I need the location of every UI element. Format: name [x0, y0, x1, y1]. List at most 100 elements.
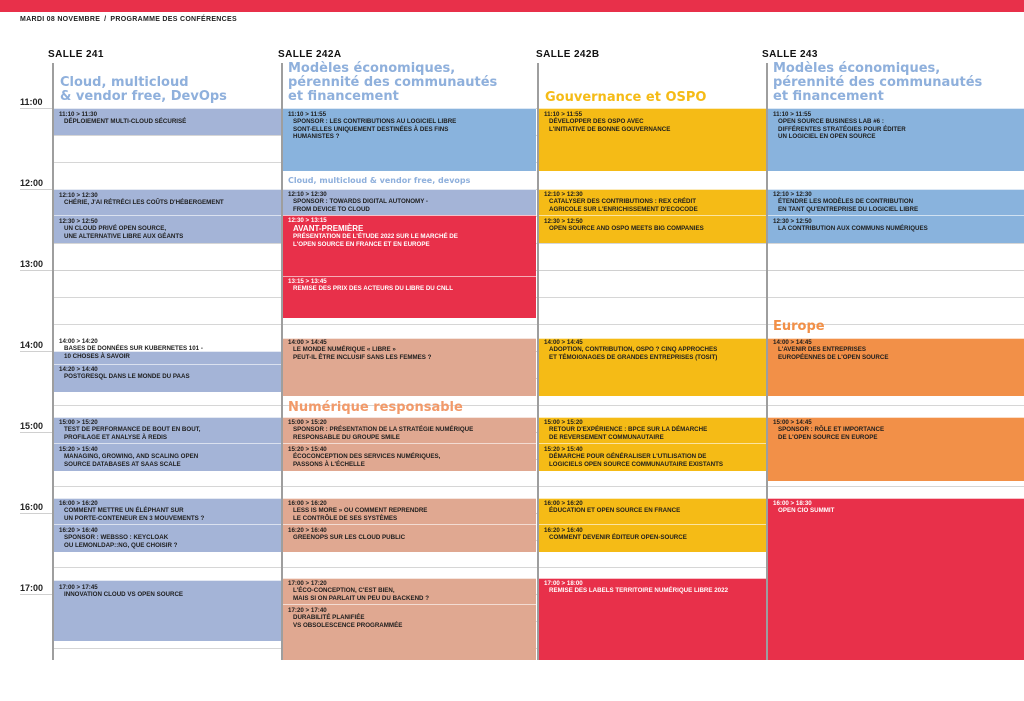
session-block-242b-7[interactable] — [539, 498, 767, 552]
session-242b-8: 16:20 > 16:40 Comment devenir éditeur ope… — [544, 527, 764, 542]
session-block-241-6[interactable] — [54, 417, 282, 471]
session-block-241-8[interactable] — [54, 498, 282, 552]
session-243-2: 12:10 > 12:30 Étendre les modèles de cont… — [773, 191, 1021, 213]
session-block-242a-10[interactable] — [283, 578, 536, 660]
session-block-242b-2[interactable] — [539, 189, 767, 243]
session-242a-2: 12:10 > 12:30 Sponsor : Towards Digital A… — [288, 191, 533, 213]
session-divider — [283, 276, 536, 277]
session-block-241-10[interactable] — [54, 580, 282, 641]
room-header-242a: SALLE 242A — [278, 49, 342, 60]
session-title: Écoconception des services numériques, p… — [293, 453, 441, 468]
session-241-1: 11:10 > 11:30 Déploiement multi-cloud séc… — [59, 111, 279, 126]
session-time: 12:30 > 12:50 — [544, 218, 583, 225]
session-block-242b-5[interactable] — [539, 417, 767, 471]
session-time: 16:00 > 16:20 — [544, 500, 583, 507]
session-242a-11: 17:20 > 17:40 Durabilité planifiée vs obs… — [288, 607, 533, 629]
top-accent-bar — [0, 0, 1024, 12]
session-divider — [283, 524, 536, 525]
session-block-242a-8[interactable] — [283, 498, 536, 552]
session-title: Adoption, contribution, OSPO ? Cinq appr… — [549, 346, 718, 361]
session-title: Éducation et open source en France — [549, 507, 681, 515]
column-divider-243 — [766, 63, 768, 660]
session-block-243-4[interactable] — [768, 338, 1024, 396]
session-title: Démarche pour généraliser l'utilisation … — [549, 453, 724, 468]
session-block-243-5[interactable] — [768, 417, 1024, 481]
session-title: Un cloud privé open source, une alternat… — [64, 225, 184, 240]
session-block-242b-4[interactable] — [539, 338, 767, 396]
session-block-243-6[interactable] — [768, 498, 1024, 660]
session-title: Remise des labels territoire numérique l… — [549, 587, 729, 595]
session-243-4: 14:00 > 14:45 L'avenir des entreprises eu… — [773, 339, 1021, 361]
session-divider — [768, 215, 1024, 216]
session-divider — [54, 524, 282, 525]
session-block-241-4[interactable] — [54, 351, 282, 392]
session-title: Sponsor : Towards Digital Autonomy - Fro… — [293, 198, 428, 213]
session-242b-2: 12:10 > 12:30 Catalyser des contributions… — [544, 191, 764, 213]
track-title-eco-243: Modèles économiques, pérennité des commu… — [773, 61, 983, 104]
session-242b-9: 17:00 > 18:00 Remise des labels territoir… — [544, 580, 764, 595]
session-time: 16:00 > 16:20 — [59, 500, 98, 507]
session-time: 11:10 > 11:30 — [59, 111, 98, 118]
session-block-241-2[interactable] — [54, 189, 282, 243]
session-block-242b-9[interactable] — [539, 578, 767, 660]
session-242a-4: 13:15 > 13:45 Remise des prix des acteurs… — [288, 278, 533, 293]
session-title: PostgreSQL dans le monde du PaaS — [64, 373, 190, 381]
session-time: 12:10 > 12:30 — [544, 191, 583, 198]
track-title-eco-242a: Modèles économiques, pérennité des commu… — [288, 61, 498, 104]
session-241-6: 15:00 > 15:20 Test de performance de bout… — [59, 419, 279, 441]
room-header-241: SALLE 241 — [48, 49, 104, 60]
grid-line — [54, 297, 1024, 298]
session-time: 17:00 > 18:00 — [544, 580, 583, 587]
session-block-243-2[interactable] — [768, 189, 1024, 243]
session-241-7: 15:20 > 15:40 Managing, growing, and scal… — [59, 446, 279, 468]
session-title: GreenOps sur les cloud public — [293, 534, 406, 542]
grid-line — [54, 486, 1024, 487]
session-block-242a-6[interactable] — [283, 417, 536, 471]
session-title: Sponsor : présentation de la stratégie n… — [293, 426, 474, 441]
session-block-242a-1[interactable] — [283, 108, 536, 171]
column-divider-242a — [281, 63, 283, 660]
session-title: Sponsor : les contributions au logiciel … — [293, 118, 457, 141]
session-242b-4: 14:00 > 14:45 Adoption, contribution, OSP… — [544, 339, 764, 361]
session-title: Open CIO Summit — [778, 507, 835, 515]
session-243-6: 16:00 > 18:30 Open CIO Summit — [773, 500, 1021, 515]
session-242a-7: 15:20 > 15:40 Écoconception des services … — [288, 446, 533, 468]
session-time: 17:00 > 17:20 — [288, 580, 327, 587]
session-block-242a-2[interactable] — [283, 189, 536, 215]
track-title-gouvernance-242b: Gouvernance et OSPO — [545, 90, 707, 105]
session-block-241-1[interactable] — [54, 108, 282, 135]
session-block-242a-3[interactable] — [283, 215, 536, 318]
session-time: 15:00 > 15:20 — [544, 419, 583, 426]
session-242a-10: 17:00 > 17:20 L'éco-conception, c'est bie… — [288, 580, 533, 602]
session-divider — [539, 443, 767, 444]
grid-line — [54, 567, 1024, 568]
session-time: 13:15 > 13:45 — [288, 278, 327, 285]
session-block-243-1[interactable] — [768, 108, 1024, 171]
session-title: Managing, growing, and scaling open sour… — [64, 453, 199, 468]
hour-label-15: 15:00 — [20, 421, 44, 431]
session-title: Test de performance de bout en bout, pro… — [64, 426, 201, 441]
session-divider — [283, 604, 536, 605]
session-242a-9: 16:20 > 16:40 GreenOps sur les cloud publ… — [288, 527, 533, 542]
session-time: 12:30 > 13:15 — [288, 217, 327, 224]
session-241-3: 12:30 > 12:50 Un cloud privé open source,… — [59, 218, 279, 240]
session-time: 11:10 > 11:55 — [773, 111, 812, 118]
session-block-242a-5[interactable] — [283, 338, 536, 396]
session-time: 12:10 > 12:30 — [59, 192, 98, 199]
session-243-5: 15:00 > 14:45 Sponsor : rôle et importanc… — [773, 419, 1021, 441]
session-title: Développer des OSPO avec l'initiative de… — [549, 118, 671, 133]
session-title: Comment devenir éditeur open-source — [549, 534, 687, 542]
session-243-3: 12:30 > 12:50 La contribution aux communs… — [773, 218, 1021, 233]
session-241-2: 12:10 > 12:30 Chérie, j'ai rétréci les co… — [59, 192, 279, 207]
session-title: Remise des prix des acteurs du libre du … — [293, 285, 453, 293]
session-time: 15:20 > 15:40 — [544, 446, 583, 453]
track-title-cloud-241: Cloud, multicloud & vendor free, DevOps — [60, 75, 227, 104]
session-title: Open Source and OSPO meets Big Companies — [549, 225, 704, 233]
session-block-242b-1[interactable] — [539, 108, 767, 171]
hour-label-14: 14:00 — [20, 340, 44, 350]
session-divider — [539, 215, 767, 216]
session-time: 12:30 > 12:50 — [59, 218, 98, 225]
hour-label-12: 12:00 — [20, 178, 44, 188]
header-section: PROGRAMME DES CONFÉRENCES — [110, 16, 237, 23]
session-title: L'avenir des entreprises européennes de … — [778, 346, 889, 361]
